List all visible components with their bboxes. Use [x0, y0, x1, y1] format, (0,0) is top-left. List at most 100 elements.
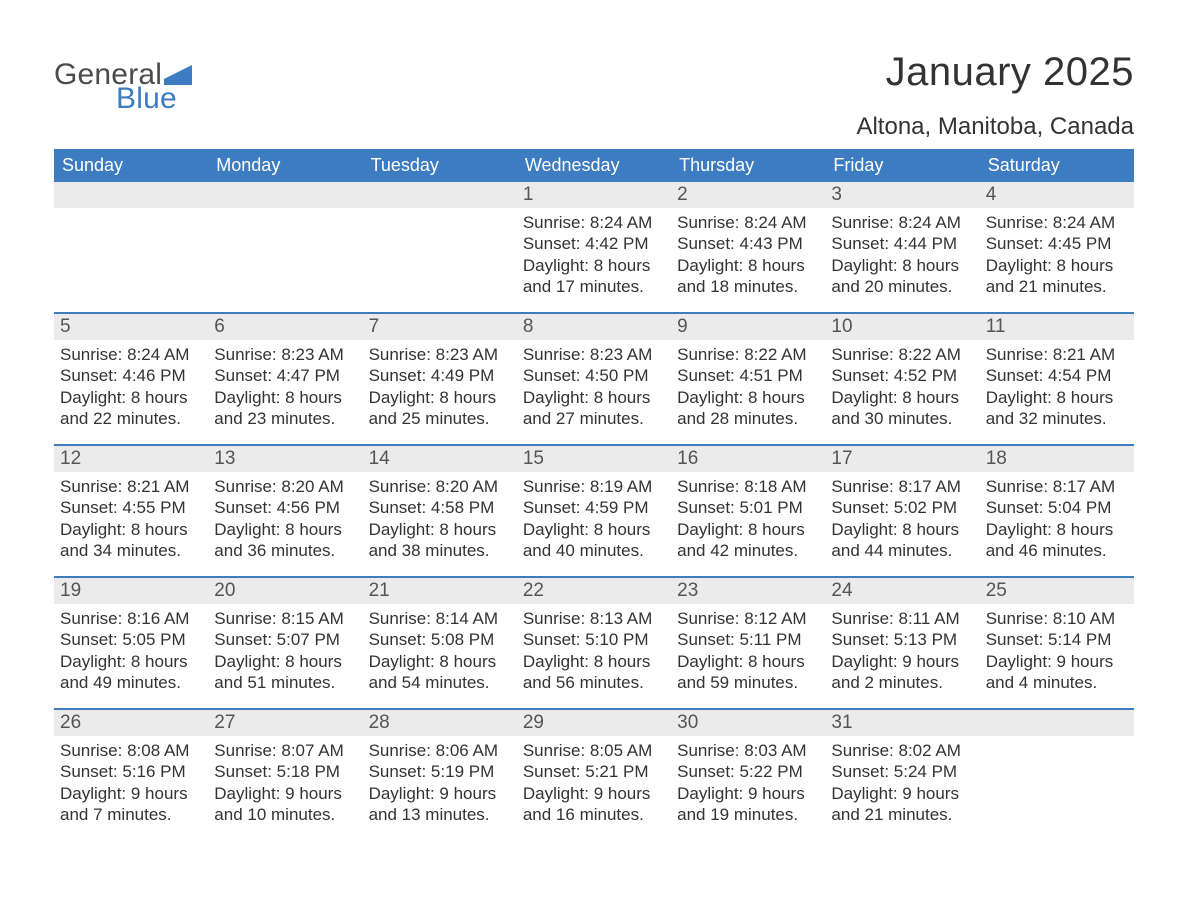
day-number-cell: 10	[825, 314, 979, 340]
week-row: 1234Sunrise: 8:24 AM Sunset: 4:42 PM Day…	[54, 182, 1134, 302]
day-number-cell: 2	[671, 182, 825, 208]
week-row: 19202122232425Sunrise: 8:16 AM Sunset: 5…	[54, 576, 1134, 698]
day-number-cell: 30	[671, 710, 825, 736]
day-detail-row: Sunrise: 8:16 AM Sunset: 5:05 PM Dayligh…	[54, 604, 1134, 698]
day-number-row: 1234	[54, 182, 1134, 208]
weekday-header-cell: Tuesday	[363, 149, 517, 182]
day-number-cell: 27	[208, 710, 362, 736]
day-detail-cell: Sunrise: 8:10 AM Sunset: 5:14 PM Dayligh…	[980, 604, 1134, 698]
day-number-cell: 9	[671, 314, 825, 340]
day-number-row: 19202122232425	[54, 578, 1134, 604]
calendar: SundayMondayTuesdayWednesdayThursdayFrid…	[54, 149, 1134, 830]
day-number-cell: 4	[980, 182, 1134, 208]
day-detail-cell: Sunrise: 8:24 AM Sunset: 4:44 PM Dayligh…	[825, 208, 979, 302]
location: Altona, Manitoba, Canada	[856, 113, 1134, 141]
day-number-cell	[363, 182, 517, 208]
day-number-cell: 3	[825, 182, 979, 208]
day-detail-cell: Sunrise: 8:15 AM Sunset: 5:07 PM Dayligh…	[208, 604, 362, 698]
day-detail-cell: Sunrise: 8:19 AM Sunset: 4:59 PM Dayligh…	[517, 472, 671, 566]
day-detail-cell: Sunrise: 8:03 AM Sunset: 5:22 PM Dayligh…	[671, 736, 825, 830]
day-detail-row: Sunrise: 8:24 AM Sunset: 4:46 PM Dayligh…	[54, 340, 1134, 434]
day-number-cell: 26	[54, 710, 208, 736]
day-number-cell: 15	[517, 446, 671, 472]
day-detail-cell: Sunrise: 8:16 AM Sunset: 5:05 PM Dayligh…	[54, 604, 208, 698]
day-number-cell: 5	[54, 314, 208, 340]
day-detail-cell: Sunrise: 8:12 AM Sunset: 5:11 PM Dayligh…	[671, 604, 825, 698]
day-number-cell: 31	[825, 710, 979, 736]
day-detail-cell: Sunrise: 8:08 AM Sunset: 5:16 PM Dayligh…	[54, 736, 208, 830]
day-number-cell: 18	[980, 446, 1134, 472]
weeks-container: 1234Sunrise: 8:24 AM Sunset: 4:42 PM Day…	[54, 182, 1134, 830]
day-number-cell	[54, 182, 208, 208]
day-detail-cell: Sunrise: 8:23 AM Sunset: 4:50 PM Dayligh…	[517, 340, 671, 434]
weekday-header-cell: Sunday	[54, 149, 208, 182]
day-number-cell: 6	[208, 314, 362, 340]
weekday-header-cell: Saturday	[980, 149, 1134, 182]
day-detail-cell: Sunrise: 8:20 AM Sunset: 4:56 PM Dayligh…	[208, 472, 362, 566]
day-number-cell: 12	[54, 446, 208, 472]
day-number-cell: 8	[517, 314, 671, 340]
day-number-row: 567891011	[54, 314, 1134, 340]
page: General Blue January 2025 Altona, Manito…	[0, 0, 1188, 870]
day-number-cell: 22	[517, 578, 671, 604]
day-detail-cell: Sunrise: 8:24 AM Sunset: 4:46 PM Dayligh…	[54, 340, 208, 434]
weekday-header-cell: Friday	[825, 149, 979, 182]
logo-word-blue: Blue	[116, 82, 177, 116]
weekday-header-cell: Thursday	[671, 149, 825, 182]
week-row: 262728293031Sunrise: 8:08 AM Sunset: 5:1…	[54, 708, 1134, 830]
day-detail-cell: Sunrise: 8:14 AM Sunset: 5:08 PM Dayligh…	[363, 604, 517, 698]
day-number-cell: 19	[54, 578, 208, 604]
day-number-cell: 17	[825, 446, 979, 472]
day-detail-row: Sunrise: 8:08 AM Sunset: 5:16 PM Dayligh…	[54, 736, 1134, 830]
week-row: 12131415161718Sunrise: 8:21 AM Sunset: 4…	[54, 444, 1134, 566]
day-detail-cell: Sunrise: 8:07 AM Sunset: 5:18 PM Dayligh…	[208, 736, 362, 830]
day-number-cell: 23	[671, 578, 825, 604]
day-number-cell	[208, 182, 362, 208]
day-detail-cell: Sunrise: 8:18 AM Sunset: 5:01 PM Dayligh…	[671, 472, 825, 566]
day-detail-cell: Sunrise: 8:17 AM Sunset: 5:04 PM Dayligh…	[980, 472, 1134, 566]
day-number-cell: 20	[208, 578, 362, 604]
weekday-header-cell: Wednesday	[517, 149, 671, 182]
day-detail-cell	[54, 208, 208, 302]
weekday-header-cell: Monday	[208, 149, 362, 182]
day-detail-cell: Sunrise: 8:21 AM Sunset: 4:54 PM Dayligh…	[980, 340, 1134, 434]
day-detail-cell: Sunrise: 8:11 AM Sunset: 5:13 PM Dayligh…	[825, 604, 979, 698]
day-number-cell: 13	[208, 446, 362, 472]
day-detail-cell: Sunrise: 8:02 AM Sunset: 5:24 PM Dayligh…	[825, 736, 979, 830]
day-detail-cell: Sunrise: 8:24 AM Sunset: 4:42 PM Dayligh…	[517, 208, 671, 302]
month-title: January 2025	[856, 50, 1134, 95]
day-detail-cell	[980, 736, 1134, 830]
day-number-row: 12131415161718	[54, 446, 1134, 472]
day-number-cell: 14	[363, 446, 517, 472]
logo: General Blue	[54, 58, 192, 116]
day-detail-cell: Sunrise: 8:05 AM Sunset: 5:21 PM Dayligh…	[517, 736, 671, 830]
week-row: 567891011Sunrise: 8:24 AM Sunset: 4:46 P…	[54, 312, 1134, 434]
day-detail-cell	[208, 208, 362, 302]
day-number-cell: 1	[517, 182, 671, 208]
day-detail-cell: Sunrise: 8:23 AM Sunset: 4:47 PM Dayligh…	[208, 340, 362, 434]
title-block: January 2025 Altona, Manitoba, Canada	[856, 50, 1134, 141]
day-number-cell: 24	[825, 578, 979, 604]
day-number-row: 262728293031	[54, 710, 1134, 736]
day-number-cell: 7	[363, 314, 517, 340]
day-number-cell: 28	[363, 710, 517, 736]
day-detail-row: Sunrise: 8:24 AM Sunset: 4:42 PM Dayligh…	[54, 208, 1134, 302]
day-number-cell: 16	[671, 446, 825, 472]
day-detail-cell: Sunrise: 8:22 AM Sunset: 4:51 PM Dayligh…	[671, 340, 825, 434]
day-number-cell: 11	[980, 314, 1134, 340]
day-detail-cell: Sunrise: 8:24 AM Sunset: 4:45 PM Dayligh…	[980, 208, 1134, 302]
day-detail-cell: Sunrise: 8:24 AM Sunset: 4:43 PM Dayligh…	[671, 208, 825, 302]
day-detail-cell	[363, 208, 517, 302]
day-number-cell: 25	[980, 578, 1134, 604]
header: General Blue January 2025 Altona, Manito…	[54, 50, 1134, 141]
day-detail-cell: Sunrise: 8:06 AM Sunset: 5:19 PM Dayligh…	[363, 736, 517, 830]
day-number-cell: 21	[363, 578, 517, 604]
day-detail-cell: Sunrise: 8:23 AM Sunset: 4:49 PM Dayligh…	[363, 340, 517, 434]
day-detail-cell: Sunrise: 8:20 AM Sunset: 4:58 PM Dayligh…	[363, 472, 517, 566]
day-detail-cell: Sunrise: 8:21 AM Sunset: 4:55 PM Dayligh…	[54, 472, 208, 566]
weekday-header-row: SundayMondayTuesdayWednesdayThursdayFrid…	[54, 149, 1134, 182]
day-number-cell	[980, 710, 1134, 736]
day-detail-cell: Sunrise: 8:22 AM Sunset: 4:52 PM Dayligh…	[825, 340, 979, 434]
day-detail-row: Sunrise: 8:21 AM Sunset: 4:55 PM Dayligh…	[54, 472, 1134, 566]
day-number-cell: 29	[517, 710, 671, 736]
